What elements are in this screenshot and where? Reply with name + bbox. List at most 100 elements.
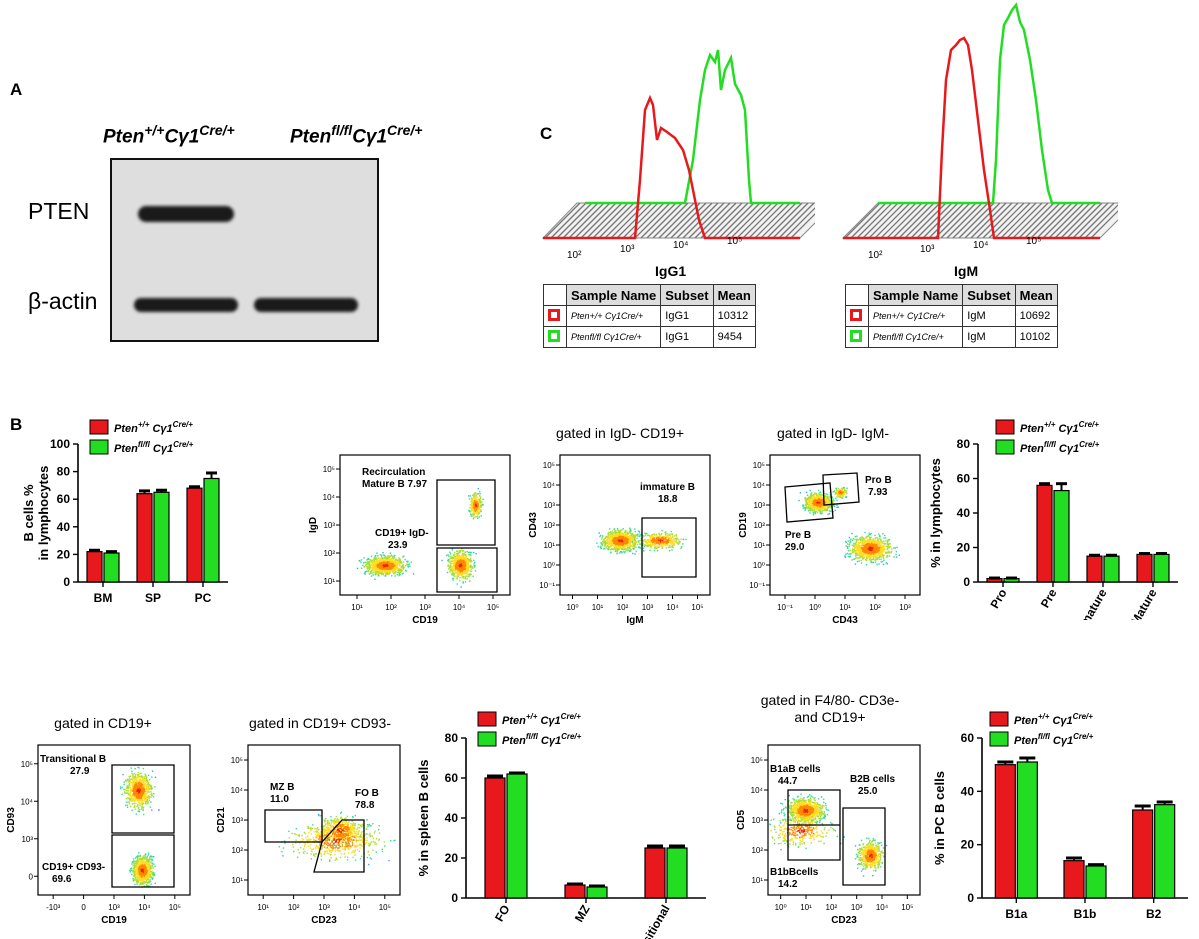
x-axis-label: CD19 (412, 615, 438, 626)
legend-swatch (995, 419, 1015, 435)
actin-row-label: β-actin (28, 288, 98, 314)
y-tick-label: 10⁴ (323, 493, 336, 502)
x-tick-label: 10⁵ (379, 903, 391, 912)
bar-wt (644, 847, 666, 899)
y-tick-label: 40 (57, 520, 71, 534)
bar-ko (586, 886, 608, 899)
svg-text:10⁴: 10⁴ (973, 240, 988, 251)
legend-label: Ptenfl/fl Cγ1Cre/+ (114, 440, 194, 455)
y-tick-label: 10⁻¹ (749, 581, 765, 590)
y-tick-label: 20 (445, 851, 459, 865)
flow2-title: gated in IgD- CD19+ (555, 425, 685, 441)
panel-b-label: B (10, 415, 23, 434)
y-tick-label: 60 (57, 492, 71, 506)
gate-label: B1bBcells (770, 867, 819, 878)
flow3-title: gated in IgD- IgM- (776, 425, 890, 441)
y-tick-label: 10⁴ (21, 797, 34, 806)
bar-wt (994, 764, 1016, 899)
x-tick-label: 10³ (108, 903, 120, 912)
gate-label: Pro B (865, 475, 892, 486)
category-label: B1a (1005, 907, 1027, 921)
legend-label: Ptenfl/fl Cγ1Cre/+ (1014, 732, 1094, 747)
category-label: Transitional (627, 903, 673, 939)
flow-plot-cd43-igm: 10⁰ 10¹ 10² 10³ 10⁴ 10⁵ 10⁻¹ 10⁰ 10¹ 10² 10³ 10⁴ 10⁵… (528, 454, 711, 626)
x-tick-label: 10³ (851, 903, 863, 912)
actin-band-ko (254, 298, 358, 312)
gate-label: FO B (355, 788, 379, 799)
bar-wt (1132, 809, 1154, 899)
x-tick-label: 10⁴ (876, 903, 889, 912)
gate (313, 819, 365, 873)
y-tick-label: 10² (231, 846, 243, 855)
svg-text:10²: 10² (868, 250, 883, 261)
y-tick-label: 10¹ (751, 876, 763, 885)
bar-ko (203, 477, 220, 583)
y-tick-label: 40 (445, 811, 459, 825)
category-label: BM (94, 591, 113, 605)
bar-wt (564, 884, 586, 899)
x-tick-label: 10⁴ (666, 603, 679, 612)
bar-ko (1153, 553, 1170, 583)
hist-x-label: IgG1 (655, 263, 686, 279)
y-tick-label: 10⁰ (543, 561, 555, 570)
category-label: SP (145, 591, 161, 605)
x-tick-label: -10³ (46, 903, 61, 912)
lane1-genotype: Pten+/+Cγ1Cre/+ (103, 122, 235, 148)
red-swatch-icon (850, 308, 862, 321)
flow-plot-cd19-cd43: 10⁻¹ 10⁰ 10¹ 10² 10³ 10⁻¹ 10⁰ 10¹ 10² 10³ 10⁴ 10⁵ CD… (738, 454, 921, 626)
bar-ko (103, 552, 120, 583)
bar-chart-b-cells: 0 20 40 60 80 100 B cells %in lymphocytes BM SP P… (21, 419, 228, 605)
x-tick-label: 10⁰ (809, 603, 821, 612)
gate-label: 11.0 (270, 794, 289, 805)
y-tick-label: 100 (50, 437, 70, 451)
flow-plot-cd5-cd23: 10⁰ 10¹ 10² 10³ 10⁴ 10⁵ 10¹ 10² 10³ 10⁴ 10⁵ CD23 CD5… (736, 744, 921, 926)
legend-label: Pten+/+ Cγ1Cre/+ (1020, 420, 1099, 435)
bar-wt (136, 493, 153, 583)
gate (787, 789, 841, 861)
legend-swatch (989, 711, 1009, 727)
bar-wt (484, 777, 506, 899)
y-tick-label: 20 (961, 838, 975, 852)
green-swatch-icon (850, 329, 862, 342)
gate-label: 78.8 (355, 800, 375, 811)
panel-a-label: A (10, 80, 23, 99)
x-tick-label: 10³ (899, 603, 911, 612)
category-label: Pro (987, 587, 1009, 611)
gate-label: Mature B 7.97 (362, 479, 427, 490)
legend-label: Pten+/+ Cγ1Cre/+ (114, 420, 193, 435)
gate-label: 44.7 (778, 776, 798, 787)
event-cluster (844, 531, 901, 566)
bar-chart-spleen: 0 20 40 60 80 % in spleen B cells FO MZ Transiti… (418, 711, 706, 939)
y-tick-label: 10⁻¹ (539, 581, 555, 590)
y-tick-label: 10¹ (543, 541, 555, 550)
bar-wt (1036, 484, 1053, 583)
y-tick-label: 0 (451, 891, 458, 905)
x-tick-label: 10² (826, 903, 838, 912)
y-tick-label: 10³ (21, 835, 33, 844)
y-axis-label: IgD (308, 517, 319, 533)
bar-chart-bm-subsets: 0 20 40 60 80 % in lymphocytes Pro Pre Immature M… (928, 419, 1178, 620)
event-cluster (356, 552, 415, 580)
bar-wt (86, 551, 103, 583)
x-tick-label: 10⁴ (453, 603, 466, 612)
event-cluster (468, 487, 484, 520)
x-axis-label: CD23 (831, 915, 857, 926)
x-tick-label: 10² (288, 903, 300, 912)
x-tick-label: 10¹ (351, 603, 363, 612)
gate-label: immature B (640, 482, 695, 493)
category-label: Mature (1128, 586, 1160, 620)
x-tick-label: 10² (869, 603, 881, 612)
green-swatch-icon (548, 329, 560, 342)
legend-label: Pten+/+ Cγ1Cre/+ (1014, 712, 1093, 727)
x-tick-label: 10² (617, 603, 629, 612)
y-tick-label: 10³ (323, 521, 335, 530)
hist-floor (841, 202, 1118, 239)
svg-text:10²: 10² (567, 250, 582, 261)
bar-ko (506, 773, 528, 899)
bar-wt (1086, 555, 1103, 583)
x-tick-label: 10⁻¹ (777, 603, 793, 612)
y-tick-label: 10³ (751, 816, 763, 825)
gate-label: 69.6 (52, 874, 72, 885)
x-tick-label: 10⁵ (169, 903, 181, 912)
x-tick-label: 10³ (642, 603, 654, 612)
